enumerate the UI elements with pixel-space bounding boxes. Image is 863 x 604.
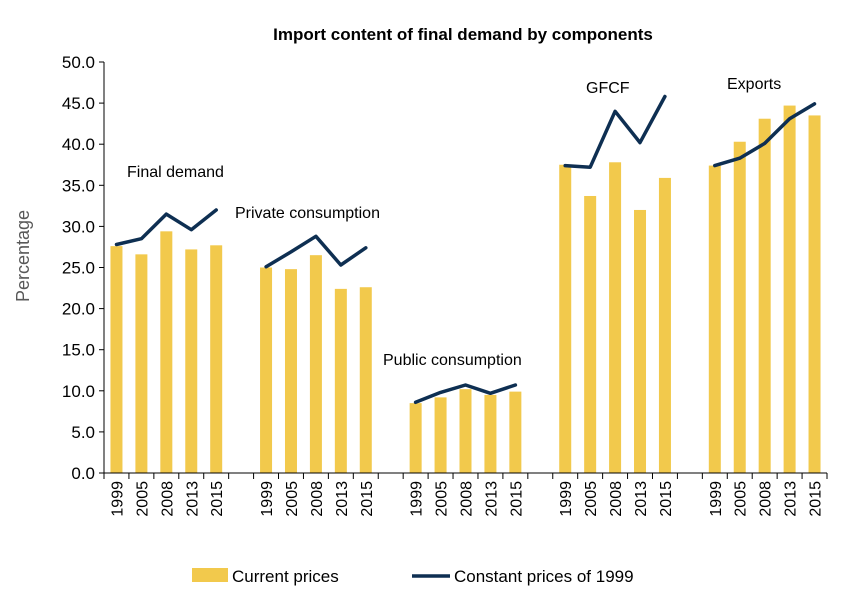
- bar: [708, 165, 721, 473]
- y-tick-label: 35.0: [62, 176, 95, 195]
- series-line: [713, 102, 817, 168]
- x-tick-label: 1999: [558, 481, 575, 517]
- legend-label-current-prices: Current prices: [232, 567, 339, 586]
- bar: [309, 255, 322, 473]
- bar: [808, 115, 821, 474]
- group-label: Private consumption: [235, 205, 380, 222]
- x-tick-label: 2005: [434, 481, 451, 517]
- legend: Current prices Constant prices of 1999: [192, 567, 634, 586]
- series-line: [114, 208, 218, 247]
- bar: [135, 254, 148, 473]
- y-tick-label: 0.0: [71, 464, 95, 483]
- series-line: [413, 383, 518, 405]
- y-tick-label: 20.0: [62, 300, 95, 319]
- x-tick-label: 2013: [184, 481, 201, 517]
- bar: [758, 118, 771, 473]
- x-tick-label: 2015: [359, 481, 376, 517]
- y-tick-label: 30.0: [62, 217, 95, 236]
- bar: [409, 403, 422, 473]
- y-axis-label: Percentage: [13, 210, 33, 302]
- bar: [434, 397, 447, 473]
- group-label: Exports: [727, 76, 781, 93]
- bar: [509, 391, 522, 473]
- bar: [260, 267, 273, 473]
- y-tick-label: 25.0: [62, 259, 95, 278]
- legend-label-constant-prices: Constant prices of 1999: [454, 567, 634, 586]
- bar: [185, 249, 198, 473]
- x-tick-label: 2008: [309, 481, 326, 517]
- y-tick-label: 5.0: [71, 423, 95, 442]
- bar: [634, 209, 647, 473]
- y-tick-label: 45.0: [62, 94, 95, 113]
- bar: [584, 195, 597, 473]
- bar: [459, 389, 472, 473]
- y-tick-label: 10.0: [62, 382, 95, 401]
- x-tick-label: 2005: [583, 481, 600, 517]
- group-annotations: Final demand Private consumption Public co…: [127, 76, 781, 369]
- series-line: [264, 234, 368, 269]
- x-tick-label: 2013: [483, 481, 500, 517]
- x-tick-label: 2005: [134, 481, 151, 517]
- legend-swatch-current-prices: [192, 568, 228, 582]
- chart-title: Import content of final demand by compon…: [273, 25, 653, 44]
- group-label: Final demand: [127, 164, 224, 181]
- bar: [658, 177, 671, 474]
- x-tick-label: 2015: [209, 481, 226, 517]
- x-tick-label: 2008: [608, 481, 625, 517]
- line-series-constant-prices: [114, 94, 817, 405]
- x-tick-label: 1999: [708, 481, 725, 517]
- bar: [334, 288, 347, 473]
- bar-series-current-prices: [110, 105, 821, 474]
- x-tick-label: 2015: [658, 481, 675, 517]
- bar: [559, 164, 572, 473]
- bar: [359, 287, 372, 473]
- group-label: GFCF: [586, 80, 630, 97]
- x-tick-label: 2013: [334, 481, 351, 517]
- bar: [783, 105, 796, 473]
- bar: [733, 141, 746, 473]
- x-tick-label: 2015: [808, 481, 825, 517]
- y-tick-label: 40.0: [62, 135, 95, 154]
- bar: [484, 394, 497, 473]
- x-tick-label: 2008: [758, 481, 775, 517]
- y-axis: 0.0 5.0 10.0 15.0 20.0 25.0 30.0 35.0 40.0 45.0 50…: [62, 53, 105, 483]
- x-tick-label: 1999: [259, 481, 276, 517]
- x-tick-label: 1999: [409, 481, 426, 517]
- x-tick-label: 2005: [284, 481, 301, 517]
- bar: [110, 246, 123, 473]
- y-tick-label: 50.0: [62, 53, 95, 72]
- x-tick-label: 2008: [159, 481, 176, 517]
- x-axis: 1999 2005 2008 2013 2015 1999 2005 2008 2013 2015…: [103, 472, 828, 517]
- bar: [160, 231, 173, 473]
- x-tick-label: 2013: [633, 481, 650, 517]
- x-tick-label: 2008: [459, 481, 476, 517]
- bar: [210, 245, 223, 473]
- group-label: Public consumption: [383, 352, 522, 369]
- x-tick-label: 2013: [783, 481, 800, 517]
- bar: [284, 269, 297, 473]
- series-line: [563, 94, 667, 169]
- bar: [609, 162, 622, 473]
- y-tick-label: 15.0: [62, 341, 95, 360]
- x-tick-label: 2015: [508, 481, 525, 517]
- x-tick-label: 1999: [110, 481, 127, 517]
- x-tick-label: 2005: [733, 481, 750, 517]
